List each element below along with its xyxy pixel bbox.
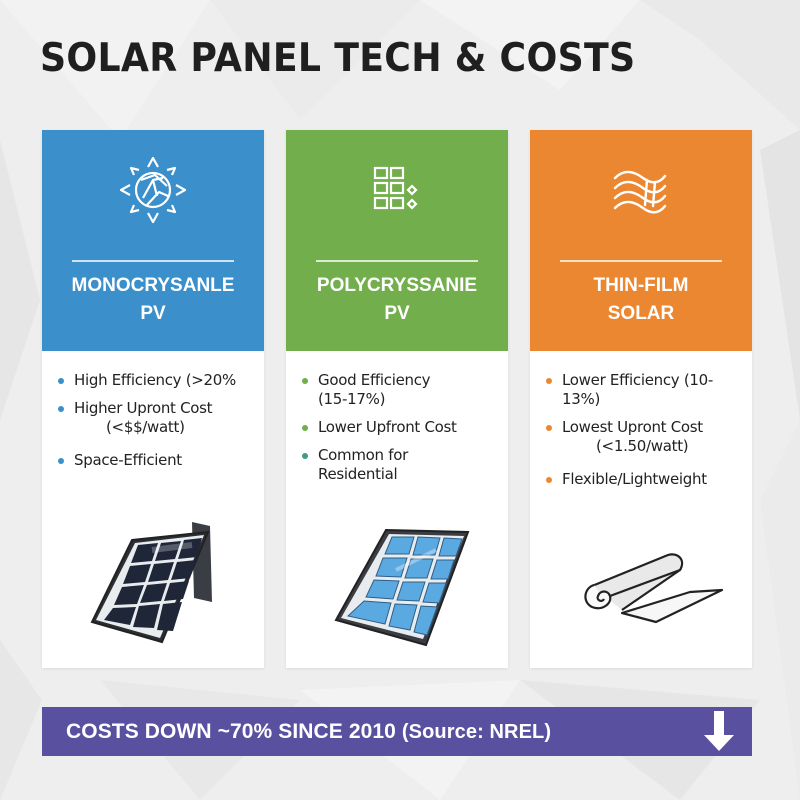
list-item: Common for Residential: [300, 446, 502, 484]
banner-text: COSTS DOWN ~70% SINCE 2010 (Source: NREL…: [42, 720, 551, 744]
page-title: SOLAR PANEL TECH & COSTS: [40, 36, 636, 81]
list-item: Higher Upront Cost (<$$/watt): [56, 399, 258, 437]
list-item: Lower Upfront Cost: [300, 418, 502, 437]
grid-cells-icon: [373, 166, 418, 210]
header-divider: [316, 260, 478, 262]
card-thin-film: THIN-FILM SOLAR Lower Efficiency (10-13%…: [530, 130, 752, 668]
list-item: High Efficiency (>20%: [56, 371, 258, 390]
bullet-dot-icon: [58, 406, 64, 412]
feature-list: Lower Efficiency (10-13%) Lowest Upront …: [544, 371, 746, 498]
card-title-line2: PV: [140, 303, 166, 324]
bullet-dot-icon: [58, 378, 64, 384]
feature-list: High Efficiency (>20% Higher Upront Cost…: [56, 371, 258, 479]
card-title-line1: MONOCRYSANLE: [71, 275, 235, 296]
bullet-dot-icon: [302, 425, 308, 431]
bullet-dot-icon: [58, 458, 64, 464]
card-title: MONOCRYSANLE PV: [42, 272, 264, 328]
card-title-line1: POLYCRYSSANIE: [316, 275, 478, 296]
card-title: POLYCRYSSANIE PV: [286, 272, 508, 328]
list-item: Lowest Upront Cost (<1.50/watt): [544, 418, 746, 456]
card-title: THIN-FILM SOLAR: [530, 272, 752, 328]
banner-source: (Source: NREL): [401, 720, 552, 743]
bullet-dot-icon: [302, 453, 308, 459]
bullet-dot-icon: [546, 425, 552, 431]
banner-headline: COSTS DOWN ~70% SINCE 2010: [66, 719, 396, 743]
header-divider: [560, 260, 722, 262]
bullet-dot-icon: [546, 477, 552, 483]
polycrystalline-panel-icon: [334, 528, 470, 647]
monocrystalline-panel-icon: [90, 522, 212, 644]
bullet-dot-icon: [302, 378, 308, 384]
list-item: Good Efficiency (15-17%): [300, 371, 502, 409]
thin-film-roll-icon: [584, 553, 724, 624]
cost-trend-banner: COSTS DOWN ~70% SINCE 2010 (Source: NREL…: [42, 707, 752, 756]
list-item: Lower Efficiency (10-13%): [544, 371, 746, 409]
card-monocrystalline: MONOCRYSANLE PV High Efficiency (>20% Hi…: [42, 130, 264, 668]
card-title-line1: THIN-FILM: [593, 275, 689, 296]
card-title-line2: PV: [384, 303, 410, 324]
card-title-line2: SOLAR: [607, 303, 675, 324]
list-item: Flexible/Lightweight: [544, 470, 746, 489]
header-divider: [72, 260, 234, 262]
feature-list: Good Efficiency (15-17%) Lower Upfront Co…: [300, 371, 502, 493]
card-header: THIN-FILM SOLAR: [530, 130, 752, 351]
list-item: Space-Efficient: [56, 451, 258, 470]
waves-icon: [613, 170, 667, 214]
card-header: MONOCRYSANLE PV: [42, 130, 264, 351]
card-header: POLYCRYSSANIE PV: [286, 130, 508, 351]
bullet-dot-icon: [546, 378, 552, 384]
arrow-down-icon: [704, 711, 734, 751]
sun-icon: [119, 156, 187, 224]
card-polycrystalline: POLYCRYSSANIE PV Good Efficiency (15-17%)…: [286, 130, 508, 668]
